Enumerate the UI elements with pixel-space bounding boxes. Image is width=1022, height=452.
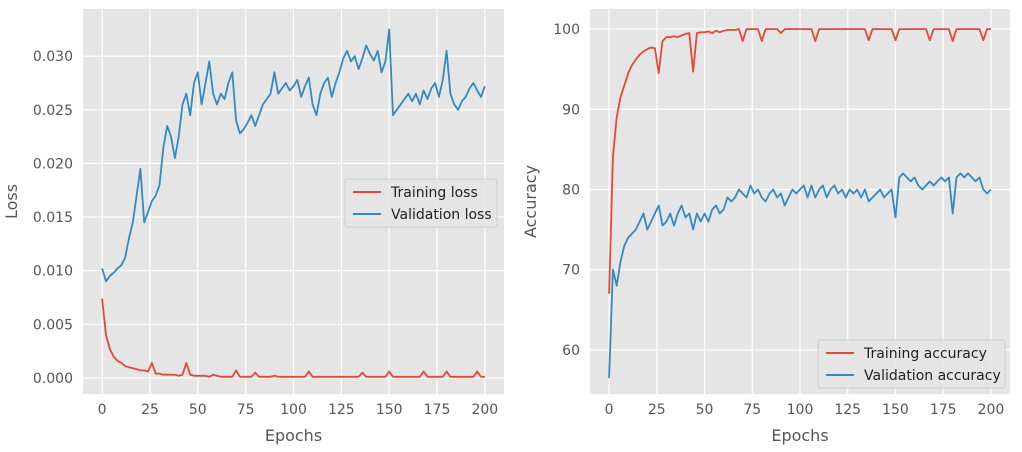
- y-tick-label: 70: [562, 263, 580, 279]
- y-axis-label: Accuracy: [521, 165, 540, 238]
- legend: Training loss Validation loss: [344, 178, 498, 228]
- x-tick-label: 50: [696, 402, 714, 418]
- legend-box: [817, 339, 1006, 389]
- x-tick-label: 150: [882, 402, 909, 418]
- legend-label: Validation accuracy: [864, 368, 1001, 384]
- x-tick-label: 125: [834, 402, 861, 418]
- x-tick-label: 50: [189, 402, 207, 418]
- x-tick-label: 0: [605, 402, 614, 418]
- legend-label: Training loss: [390, 185, 478, 201]
- series-line-training-loss: [101, 298, 485, 378]
- y-tick-label: 0.000: [33, 371, 73, 387]
- y-tick-label: 0.025: [33, 103, 73, 119]
- legend-box: [344, 178, 498, 228]
- x-tick-label: 75: [743, 402, 761, 418]
- y-tick-label: 0.030: [33, 49, 73, 65]
- x-tick-label: 25: [141, 402, 159, 418]
- y-tick-label: 80: [562, 182, 580, 198]
- y-tick-label: 90: [562, 102, 580, 118]
- legend: Training accuracy Validation accuracy: [817, 339, 1006, 389]
- series-line-training-accuracy: [608, 28, 991, 294]
- legend-label: Training accuracy: [863, 346, 987, 362]
- y-tick-label: 60: [562, 343, 580, 359]
- y-tick-label: 0.010: [33, 264, 73, 280]
- series-line-validation-accuracy: [608, 172, 992, 379]
- x-tick-label: 75: [237, 402, 255, 418]
- x-tick-label: 100: [280, 402, 307, 418]
- x-tick-label: 0: [98, 402, 107, 418]
- x-tick-label: 125: [328, 402, 355, 418]
- x-tick-label: 200: [978, 402, 1005, 418]
- y-tick-label: 0.015: [33, 210, 73, 226]
- accuracy-chart-panel: 0 25 50 75 100 125 150 175 200 60 70 80 90 100 Epochs A…: [521, 9, 1010, 445]
- legend-label: Validation loss: [391, 207, 492, 223]
- y-tick-label: 100: [553, 22, 580, 38]
- x-tick-label: 100: [787, 402, 814, 418]
- series-line-validation-loss: [101, 28, 486, 283]
- x-tick-label: 150: [376, 402, 403, 418]
- x-axis-label: Epochs: [265, 426, 322, 445]
- x-tick-label: 200: [471, 402, 498, 418]
- y-axis-label: Loss: [2, 184, 21, 219]
- x-tick-label: 175: [424, 402, 451, 418]
- x-axis-label: Epochs: [771, 426, 828, 445]
- x-tick-label: 175: [930, 402, 957, 418]
- loss-chart-panel: 0 25 50 75 100 125 150 175 200 0.000 0.005 0.010 0.0…: [2, 9, 504, 445]
- y-tick-label: 0.005: [33, 317, 73, 333]
- x-tick-label: 25: [648, 402, 666, 418]
- y-tick-label: 0.020: [33, 156, 73, 172]
